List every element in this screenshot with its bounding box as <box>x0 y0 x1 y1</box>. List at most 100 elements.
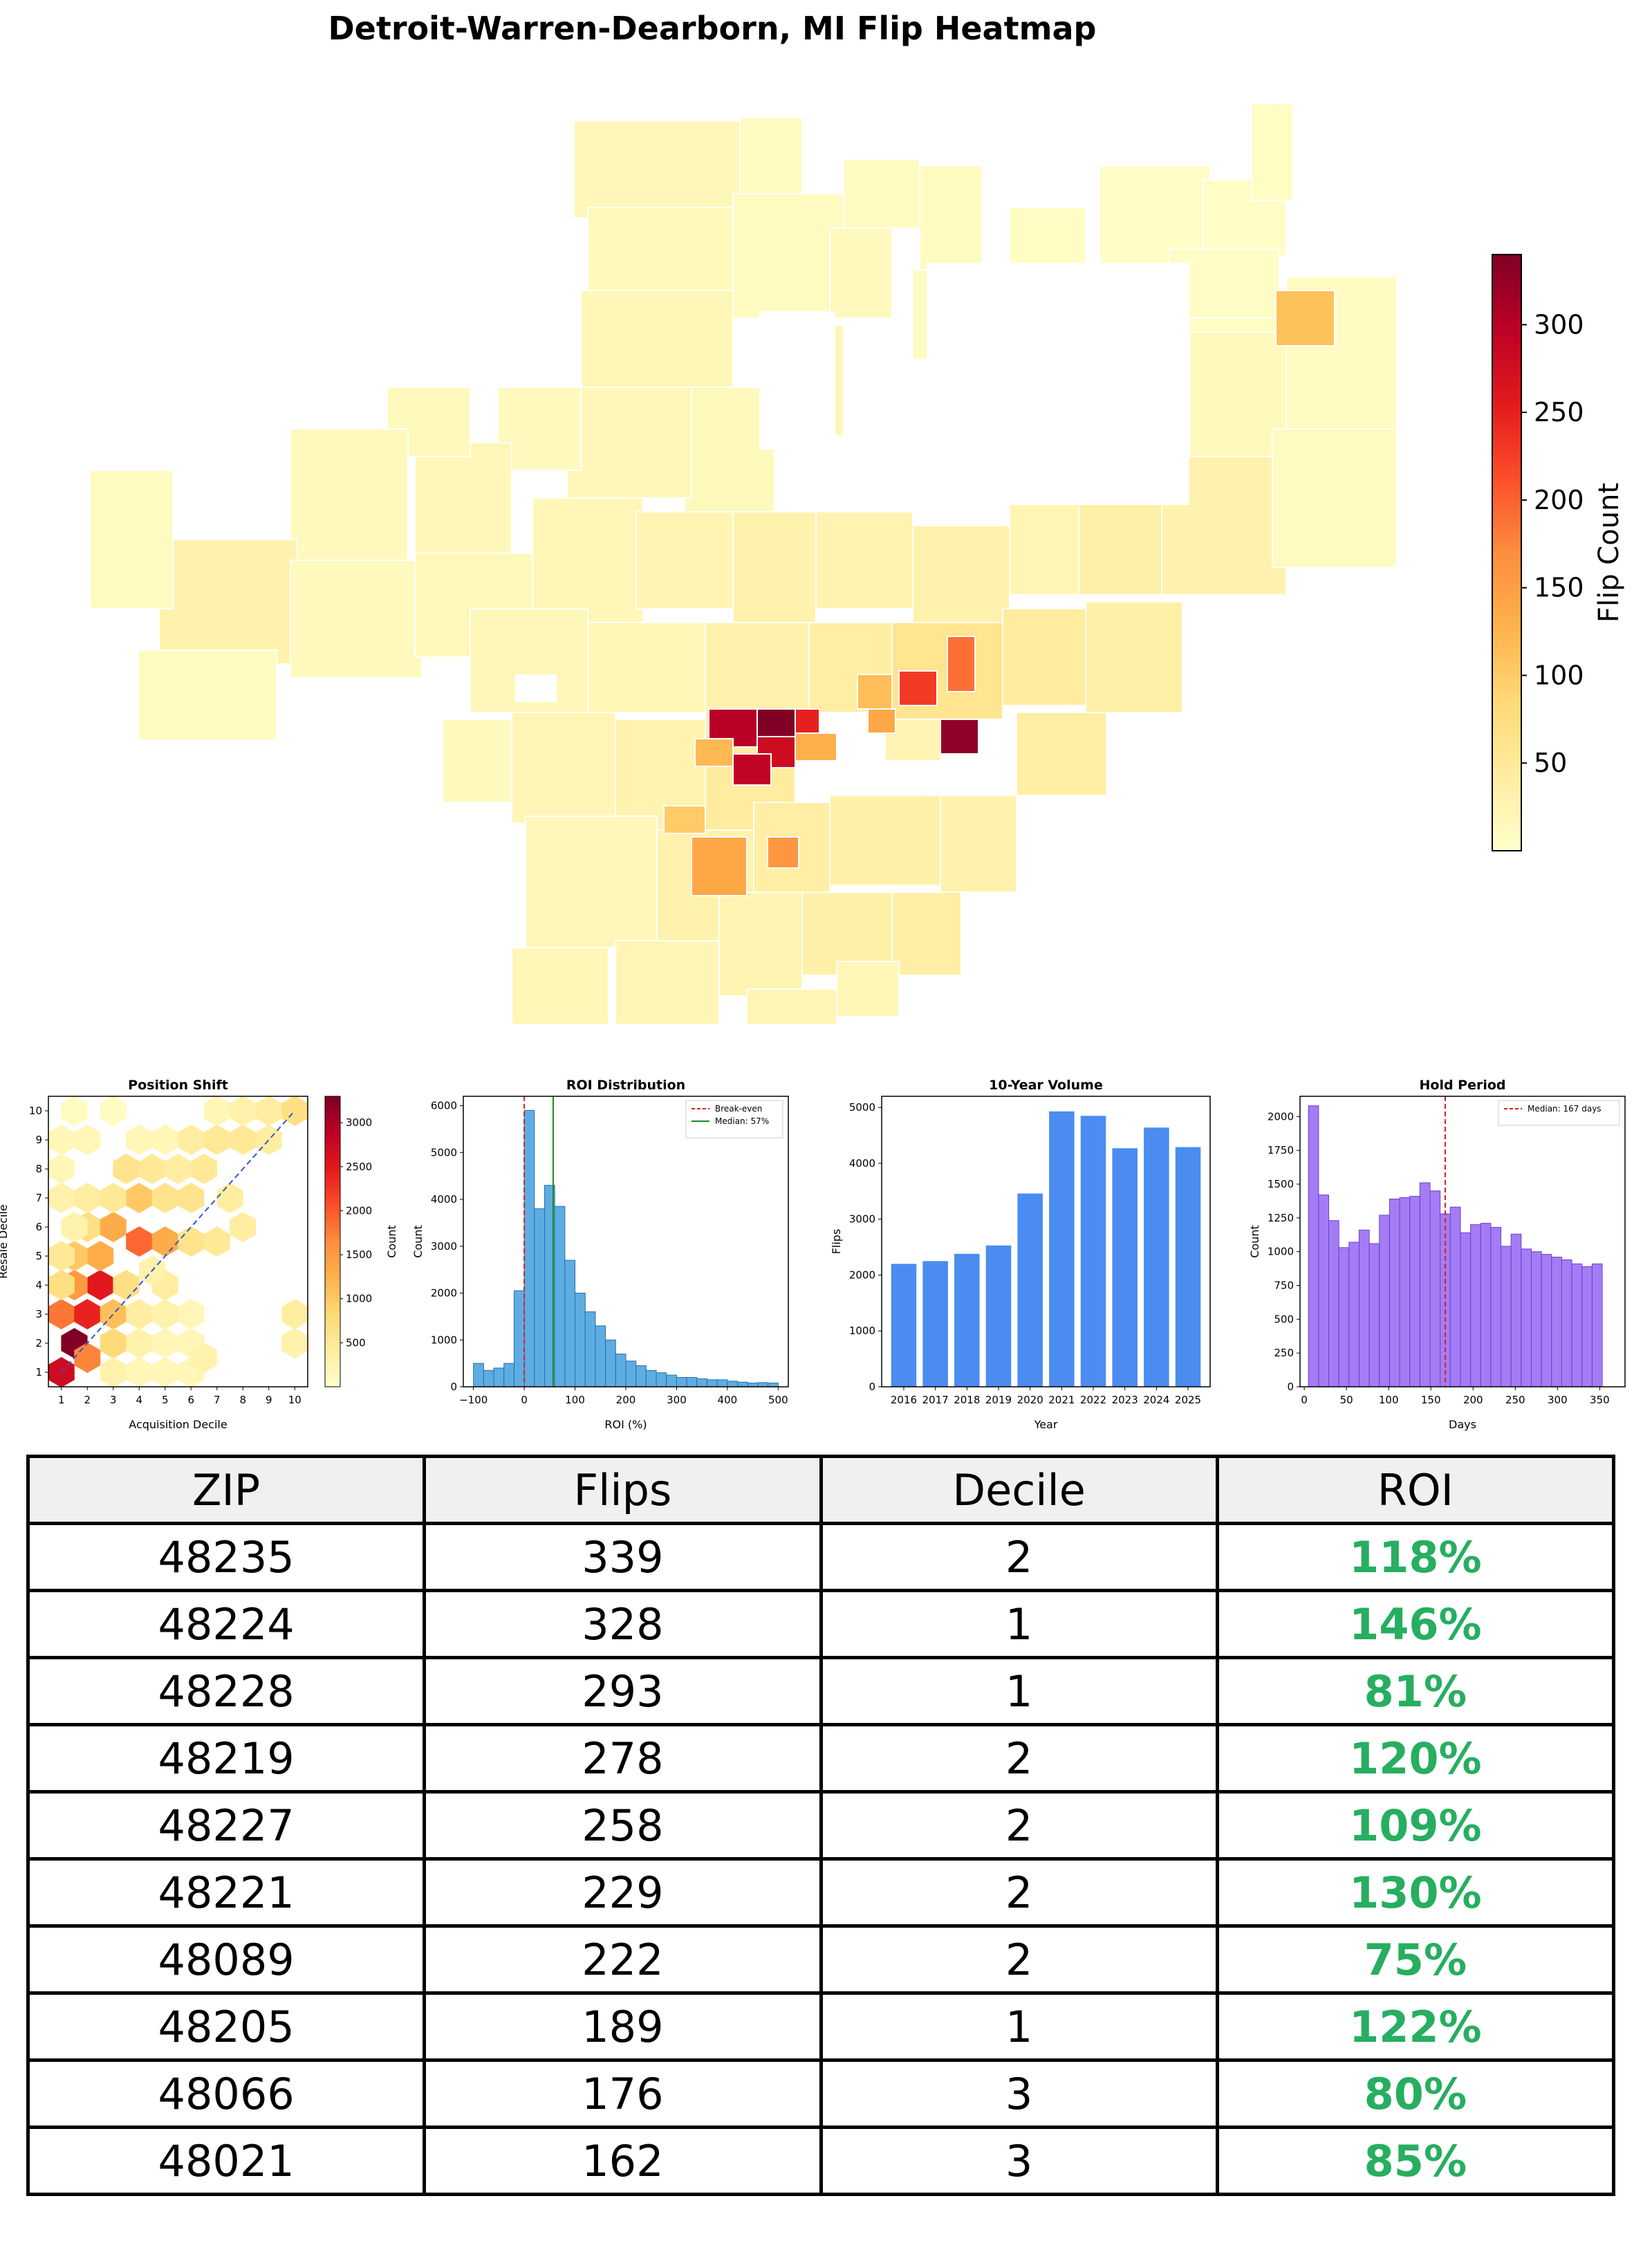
table-cell: 48227 <box>26 1790 427 1861</box>
hold-bar <box>1348 1242 1359 1387</box>
hex-cbar-tick-label: 2500 <box>346 1161 372 1173</box>
roi-cell: 85% <box>1215 2125 1616 2196</box>
table-cell: 48205 <box>26 1991 427 2062</box>
map-region <box>442 719 512 803</box>
hex-cbar-tick-label: 2000 <box>346 1204 372 1217</box>
map-region <box>525 815 658 948</box>
table-row: 48228 293 1 81% <box>26 1656 1616 1726</box>
volume-ytick-label: 0 <box>869 1381 875 1393</box>
roi-xtick-label: −100 <box>459 1394 488 1406</box>
roi-xtick-label: 0 <box>521 1394 528 1406</box>
hex-cbar-tick-label: 3000 <box>346 1116 372 1129</box>
volume-bar <box>1175 1147 1201 1387</box>
hold-bar <box>1308 1105 1319 1387</box>
hex-cell <box>178 1183 205 1213</box>
roi-bar <box>615 1354 627 1387</box>
hold-period-panel: Hold Period Days Count 0 50 100 150 200 250 300 35… <box>1245 1069 1646 1431</box>
hex-cell <box>151 1299 178 1329</box>
map-hotspot <box>867 708 896 734</box>
table-cell: 2 <box>819 1924 1219 1995</box>
hex-ytick-label: 5 <box>35 1250 42 1262</box>
roi-legend-label: Break-even <box>715 1104 762 1114</box>
hex-cbar-tick-label: 1000 <box>346 1293 372 1305</box>
hex-xtick-label: 7 <box>214 1394 221 1406</box>
hold-bar <box>1419 1182 1431 1387</box>
roi-bar <box>523 1109 535 1387</box>
hex-cell <box>203 1096 230 1126</box>
hex-cell <box>151 1357 178 1387</box>
hex-cell <box>151 1226 178 1257</box>
hex-cell <box>74 1183 101 1213</box>
hex-cell <box>126 1357 153 1387</box>
hold-bar <box>1389 1198 1400 1387</box>
hold-bar <box>1460 1232 1472 1387</box>
map-region <box>290 560 423 679</box>
hex-cell <box>48 1270 75 1300</box>
roi-ytick-label: 3000 <box>431 1240 457 1253</box>
table-row: 48021 162 3 85% <box>26 2125 1616 2196</box>
roi-ytick-label: 6000 <box>431 1100 457 1112</box>
table-cell: 339 <box>423 1522 823 1592</box>
hold-bar <box>1521 1248 1532 1387</box>
volume-bar <box>891 1264 917 1387</box>
table-cell: 1 <box>819 1589 1219 1659</box>
hex-cell <box>48 1125 75 1155</box>
hold-bar <box>1490 1226 1502 1387</box>
table-row: 48089 222 2 75% <box>26 1924 1616 1995</box>
table-cell: 162 <box>423 2125 823 2196</box>
hold-ytick-label: 1250 <box>1268 1212 1294 1224</box>
table-row: 48066 176 3 80% <box>26 2058 1616 2129</box>
volume-xlabel: Year <box>1034 1418 1058 1431</box>
hex-cell <box>74 1125 101 1155</box>
map-region <box>746 988 837 1024</box>
hex-cbar-tick-label: 1500 <box>346 1248 372 1261</box>
roi-bar <box>513 1290 525 1387</box>
hold-bar <box>1591 1263 1603 1387</box>
roi-bar <box>676 1376 687 1387</box>
hex-ytick-label: 9 <box>35 1134 42 1146</box>
table-cell: 48219 <box>26 1723 427 1793</box>
hold-bar <box>1551 1256 1562 1387</box>
hex-cell <box>230 1212 257 1242</box>
hex-ytick-label: 1 <box>35 1366 42 1378</box>
roi-xlabel: ROI (%) <box>604 1418 647 1431</box>
hex-cell <box>61 1212 88 1242</box>
hex-cell <box>151 1125 178 1155</box>
hex-colorbar <box>324 1096 341 1387</box>
roi-bar <box>605 1339 616 1387</box>
hold-axes-frame <box>1299 1096 1626 1387</box>
roi-axes-frame <box>463 1096 789 1387</box>
table-header-cell: Flips <box>423 1455 823 1525</box>
map-region <box>566 387 692 499</box>
volume-ytick-label: 2000 <box>849 1269 875 1281</box>
ten-year-volume-chart: 2016 2017 2018 2019 2020 2021 2022 2023 2024 2025… <box>830 1078 1211 1431</box>
volume-xtick-label: 2025 <box>1175 1394 1201 1406</box>
volume-ytick-label: 4000 <box>849 1157 875 1170</box>
volume-xtick-label: 2019 <box>985 1394 1012 1406</box>
table-cell: 48021 <box>26 2125 427 2196</box>
map-region <box>891 892 962 976</box>
hold-bar <box>1571 1263 1583 1387</box>
map-region <box>290 428 409 561</box>
map-region <box>1016 712 1107 796</box>
hold-bar <box>1338 1247 1350 1387</box>
roi-bar <box>625 1361 637 1387</box>
table-cell: 2 <box>819 1522 1219 1592</box>
hold-xtick-label: 300 <box>1548 1394 1568 1406</box>
table-cell: 48221 <box>26 1857 427 1928</box>
roi-bar <box>707 1379 718 1387</box>
colorbar-tick-label: 50 <box>1534 748 1567 778</box>
hold-bar <box>1368 1243 1380 1387</box>
hex-cell <box>165 1154 192 1184</box>
hold-bar <box>1409 1196 1420 1387</box>
hex-cell <box>48 1183 75 1213</box>
hold-bar <box>1328 1220 1339 1387</box>
volume-panel: 2016 2017 2018 2019 2020 2021 2022 2023 2024 2025… <box>823 1069 1231 1431</box>
hex-cell <box>138 1154 166 1184</box>
roi-xtick-label: 300 <box>667 1394 687 1406</box>
map-region <box>739 117 803 194</box>
hold-bar <box>1379 1215 1390 1387</box>
map-region <box>89 470 174 609</box>
roi-distribution-panel: ROI Distribution ROI (%) Count −100 0 100 200 3… <box>408 1069 809 1431</box>
roi-cell: 81% <box>1215 1656 1616 1726</box>
